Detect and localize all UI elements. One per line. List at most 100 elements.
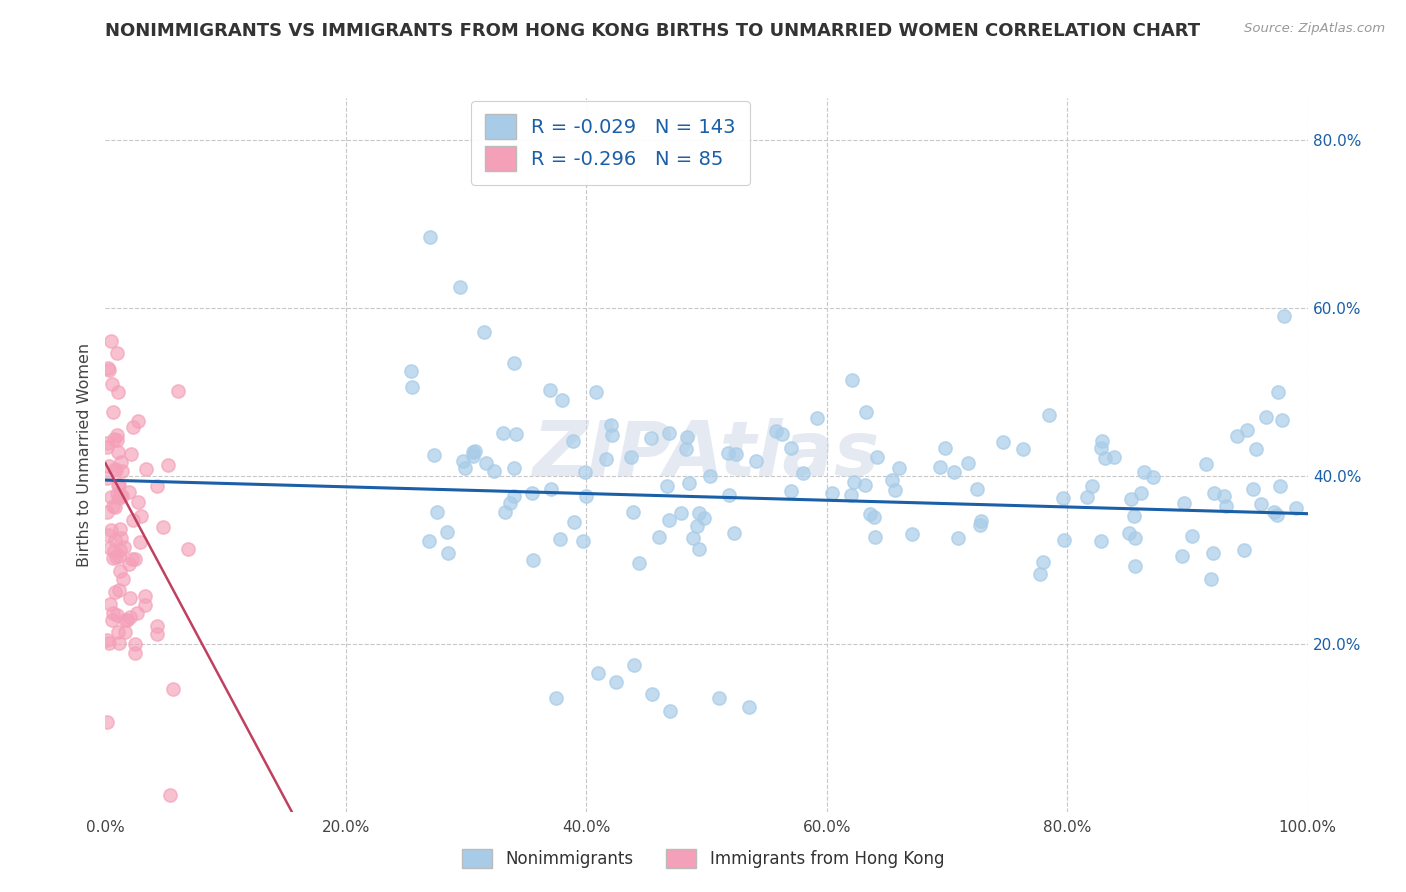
Point	[108, 583, 131, 598]
Point	[96, 441, 118, 455]
Point	[96, 435, 118, 450]
Point	[1265, 508, 1288, 522]
Point	[146, 479, 169, 493]
Point	[463, 450, 485, 464]
Point	[107, 384, 129, 399]
Point	[453, 461, 475, 475]
Point	[105, 346, 128, 360]
Point	[1173, 495, 1195, 509]
Point	[522, 553, 544, 567]
Point	[551, 393, 574, 408]
Point	[101, 377, 124, 392]
Point	[105, 428, 128, 442]
Point	[1076, 490, 1098, 504]
Point	[562, 515, 585, 529]
Point	[107, 624, 129, 639]
Point	[96, 471, 118, 485]
Point	[571, 533, 593, 548]
Point	[1181, 529, 1204, 543]
Point	[1052, 491, 1074, 506]
Point	[1102, 450, 1125, 464]
Point	[108, 564, 131, 578]
Point	[97, 459, 120, 474]
Point	[114, 613, 136, 627]
Point	[588, 666, 610, 681]
Point	[97, 636, 120, 650]
Point	[699, 469, 721, 483]
Point	[110, 522, 132, 536]
Point	[884, 483, 907, 498]
Point	[103, 432, 125, 446]
Point	[1272, 310, 1295, 324]
Point	[121, 552, 143, 566]
Point	[127, 414, 149, 428]
Point	[503, 489, 526, 503]
Point	[98, 362, 121, 376]
Legend: Nonimmigrants, Immigrants from Hong Kong: Nonimmigrants, Immigrants from Hong Kong	[456, 843, 950, 875]
Point	[418, 534, 440, 549]
Point	[657, 479, 679, 493]
Point	[942, 465, 965, 479]
Point	[585, 384, 607, 399]
Point	[135, 462, 157, 476]
Point	[108, 636, 131, 650]
Point	[129, 509, 152, 524]
Point	[107, 478, 129, 492]
Point	[464, 444, 486, 458]
Point	[1268, 479, 1291, 493]
Point	[112, 540, 135, 554]
Point	[686, 519, 709, 533]
Point	[134, 589, 156, 603]
Point	[866, 450, 889, 464]
Point	[122, 513, 145, 527]
Point	[678, 475, 700, 490]
Point	[682, 531, 704, 545]
Point	[605, 674, 627, 689]
Legend: R = -0.029   N = 143, R = -0.296   N = 85: R = -0.029 N = 143, R = -0.296 N = 85	[471, 101, 749, 185]
Point	[1271, 413, 1294, 427]
Point	[103, 606, 125, 620]
Point	[124, 637, 146, 651]
Point	[1029, 566, 1052, 581]
Point	[104, 462, 127, 476]
Point	[623, 657, 645, 672]
Point	[841, 373, 863, 387]
Point	[1213, 489, 1236, 503]
Point	[104, 585, 127, 599]
Point	[574, 465, 596, 479]
Point	[1199, 573, 1222, 587]
Point	[146, 619, 169, 633]
Point	[780, 441, 803, 455]
Point	[993, 434, 1015, 449]
Point	[658, 425, 681, 440]
Point	[110, 455, 132, 469]
Point	[104, 500, 127, 514]
Point	[1038, 409, 1060, 423]
Point	[620, 450, 643, 464]
Point	[641, 687, 664, 701]
Point	[494, 505, 516, 519]
Point	[707, 691, 730, 706]
Point	[499, 496, 522, 510]
Point	[103, 551, 125, 566]
Point	[688, 506, 710, 520]
Point	[946, 531, 969, 545]
Point	[162, 681, 184, 696]
Point	[105, 434, 128, 448]
Point	[110, 489, 132, 503]
Point	[492, 426, 515, 441]
Point	[966, 483, 988, 497]
Point	[648, 530, 671, 544]
Point	[718, 488, 741, 502]
Point	[437, 546, 460, 560]
Point	[100, 523, 122, 537]
Point	[540, 482, 562, 496]
Point	[505, 426, 527, 441]
Point	[1012, 442, 1035, 456]
Point	[1123, 509, 1146, 524]
Point	[1244, 442, 1267, 456]
Point	[600, 417, 623, 432]
Text: ZIPAtlas: ZIPAtlas	[533, 418, 880, 491]
Point	[970, 514, 993, 528]
Point	[929, 459, 952, 474]
